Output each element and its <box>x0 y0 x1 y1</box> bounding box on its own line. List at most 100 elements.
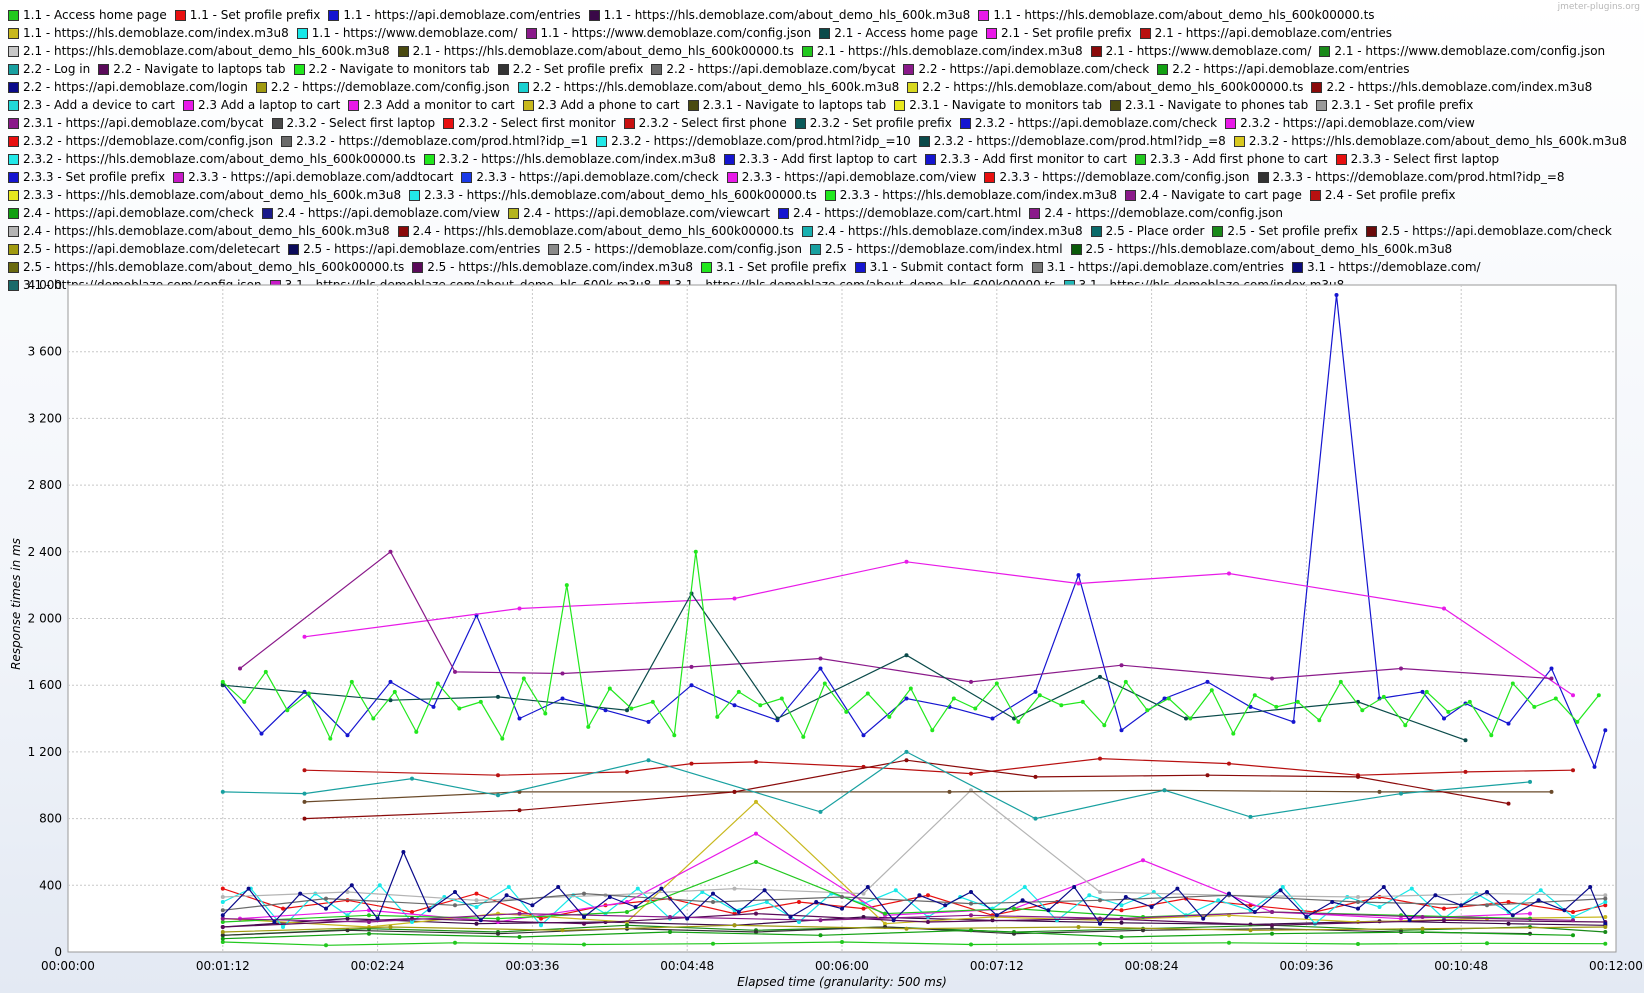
legend-label: 1.1 - https://hls.demoblaze.com/index.m3… <box>23 26 289 40</box>
data-point <box>1201 916 1206 921</box>
data-point <box>1227 940 1231 945</box>
data-point <box>539 923 543 928</box>
legend-swatch <box>8 64 19 75</box>
legend-item: 2.3.2 - https://hls.demoblaze.com/about_… <box>1233 132 1627 150</box>
data-point <box>1603 915 1608 919</box>
data-point <box>1098 756 1102 761</box>
legend-item: 2.2 - Set profile prefix <box>497 60 643 78</box>
x-tick-label: 00:01:12 <box>196 959 250 973</box>
data-point <box>506 885 511 889</box>
legend-swatch <box>819 28 831 39</box>
data-point <box>1603 896 1608 901</box>
data-point <box>865 691 870 696</box>
data-point <box>754 911 758 916</box>
data-point <box>814 900 819 904</box>
legend-label: 2.2 - https://demoblaze.com/config.json <box>270 80 510 94</box>
data-point <box>496 793 500 798</box>
legend-item: 2.4 - https://demoblaze.com/config.json <box>1029 204 1283 222</box>
legend-swatch <box>903 64 915 75</box>
data-point <box>345 916 350 921</box>
data-point <box>1080 699 1085 704</box>
legend-label: 3.1 - https://demoblaze.com/ <box>1307 260 1481 274</box>
legend-swatch <box>907 82 919 93</box>
data-point <box>607 895 612 899</box>
data-point <box>797 920 801 924</box>
data-point <box>1356 942 1360 946</box>
legend-swatch <box>1233 136 1245 147</box>
legend-item: 2.3.1 - Set profile prefix <box>1316 96 1473 114</box>
data-point <box>840 895 844 899</box>
legend-label: 2.4 - https://api.demoblaze.com/viewcart <box>523 206 771 220</box>
data-point <box>478 699 483 704</box>
data-point <box>1162 696 1167 701</box>
legend-label: 2.3.3 - https://hls.demoblaze.com/index.… <box>839 188 1117 202</box>
legend-label: 2.5 - https://demoblaze.com/index.html <box>825 242 1063 256</box>
legend-label: 1.1 - https://hls.demoblaze.com/about_de… <box>603 8 971 22</box>
legend-swatch <box>461 172 473 183</box>
data-point <box>754 759 758 764</box>
legend-label: 2.3.2 - https://hls.demoblaze.com/about_… <box>1248 134 1627 148</box>
data-point <box>220 920 225 924</box>
data-point <box>371 716 376 721</box>
data-point <box>672 733 677 738</box>
legend-swatch <box>8 100 19 111</box>
data-point <box>539 916 543 921</box>
data-point <box>453 669 457 674</box>
legend-item: 3.1 - https://demoblaze.com/ <box>1292 258 1481 276</box>
legend-item: 2.3.2 - https://demoblaze.com/prod.html?… <box>596 132 911 150</box>
data-point <box>367 913 371 918</box>
legend-label: 2.4 - https://hls.demoblaze.com/index.m3… <box>816 224 1083 238</box>
data-point <box>861 915 866 919</box>
x-tick-label: 00:07:12 <box>970 959 1024 973</box>
data-point <box>560 671 565 676</box>
data-point <box>625 769 629 774</box>
legend-swatch <box>8 136 19 147</box>
legend-swatch <box>1070 244 1082 255</box>
data-point <box>969 890 973 894</box>
data-point <box>711 891 715 896</box>
legend-swatch <box>978 10 990 21</box>
data-point <box>427 908 432 913</box>
legend-label: 2.5 - https://hls.demoblaze.com/index.m3… <box>427 260 693 274</box>
data-point <box>478 918 483 923</box>
data-point <box>259 731 264 736</box>
legend-item: 2.3.1 - Navigate to monitors tab <box>894 96 1102 114</box>
legend-swatch <box>1225 118 1237 129</box>
data-point <box>1205 773 1210 778</box>
legend-item: 2.3.2 - https://demoblaze.com/config.jso… <box>8 132 273 150</box>
data-point <box>990 716 995 721</box>
data-point <box>1270 923 1274 928</box>
data-point <box>607 686 612 691</box>
legend-swatch <box>8 244 19 255</box>
legend-item: 2.3.2 - https://api.demoblaze.com/check <box>959 114 1217 132</box>
data-point <box>1119 920 1124 925</box>
legend-label: 2.3.3 - https://api.demoblaze.com/view <box>741 170 977 184</box>
legend-label: 2.2 - https://api.demoblaze.com/check <box>918 62 1150 76</box>
data-point <box>1420 689 1425 694</box>
data-point <box>324 906 328 911</box>
data-point <box>1295 699 1300 704</box>
data-point <box>1252 910 1257 914</box>
legend-item: 2.3.2 - Select first phone <box>623 114 787 132</box>
data-point <box>388 679 393 684</box>
data-point <box>1278 888 1283 893</box>
data-point <box>349 883 354 888</box>
legend-item: 2.4 - Navigate to cart page <box>1125 186 1302 204</box>
data-point <box>754 831 758 836</box>
data-point <box>969 679 973 684</box>
legend-item: 2.1 - https://hls.demoblaze.com/index.m3… <box>801 42 1083 60</box>
data-point <box>1037 693 1042 698</box>
data-point <box>951 696 956 701</box>
legend-label: 1.1 - Set profile prefix <box>189 8 321 22</box>
data-point <box>474 921 479 926</box>
legend-item: 2.4 - https://api.demoblaze.com/check <box>8 204 254 222</box>
legend-item: 2.5 - https://demoblaze.com/index.html <box>810 240 1063 258</box>
series-line <box>222 789 1606 901</box>
legend-item: 2.5 - https://api.demoblaze.com/check <box>1366 222 1612 240</box>
legend-item: 2.1 - Set profile prefix <box>986 24 1132 42</box>
legend-swatch <box>1316 100 1328 111</box>
legend-label: 1.1 - https://www.demoblaze.com/ <box>311 26 518 40</box>
data-point <box>646 719 651 724</box>
data-point <box>1248 814 1253 819</box>
data-point <box>732 596 737 601</box>
